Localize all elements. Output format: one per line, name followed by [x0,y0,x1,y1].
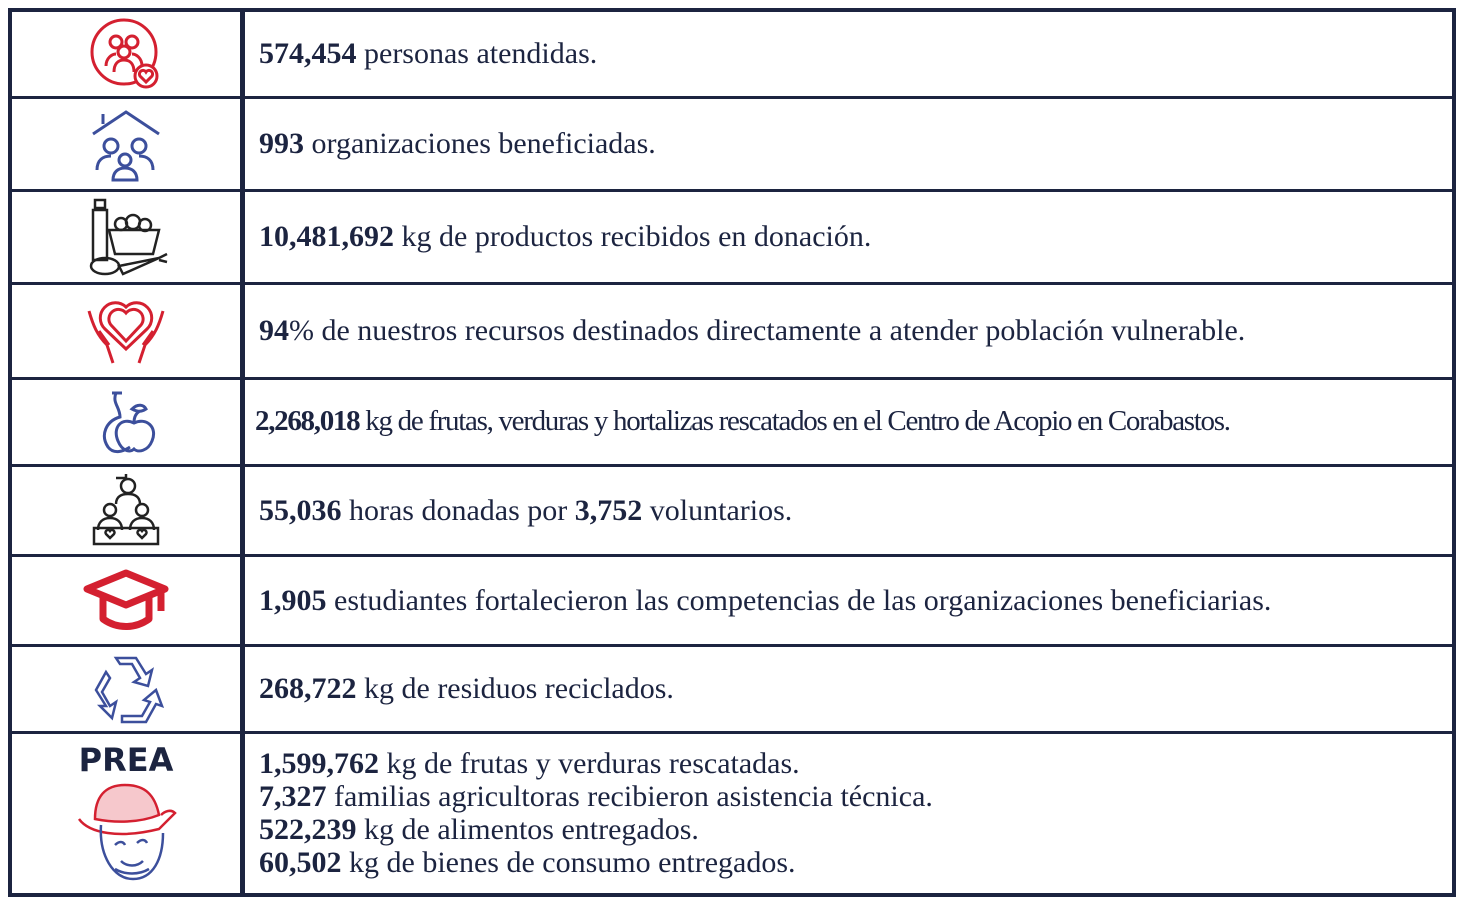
text-cell: 55,036 horas donadas por 3,752 voluntari… [241,463,1456,557]
icon-farmer [77,783,177,881]
description: kg de frutas, verduras y hortalizas resc… [359,405,1231,437]
description: organizaciones beneficiadas. [304,127,656,160]
icon-cell [8,95,245,192]
row: 1,905 estudiantes fortalecieron las comp… [8,553,1456,647]
text-line: 60,502 kg de bienes de consumo entregado… [259,846,1452,879]
icon-volunteers [92,474,160,546]
text-line: 55,036 horas donadas por 3,752 voluntari… [259,494,1452,527]
icon-cell [8,188,245,285]
description: % de nuestros recursos destinados direct… [289,314,1246,347]
text-line: 10,481,692 kg de productos recibidos en … [259,220,1452,253]
text-line: 993 organizaciones beneficiadas. [259,127,1452,160]
description: voluntarios. [642,493,793,527]
figure: 10,481,692 [259,220,394,253]
icon-cell [8,553,245,647]
icon-graduation [83,569,169,630]
icon-food [89,198,168,276]
text-line: 94% de nuestros recursos destinados dire… [259,314,1452,347]
description: estudiantes fortalecieron las competenci… [326,583,1272,617]
description: kg de residuos reciclados. [356,672,674,705]
figure: 1,599,762 [259,747,379,781]
icon-heart-hands [87,300,165,363]
row: 55,036 horas donadas por 3,752 voluntari… [8,463,1456,557]
figure: 55,036 [259,493,342,527]
description: kg de alimentos entregados. [356,813,699,847]
text-cell: 2,268,018 kg de frutas, verduras y horta… [241,376,1456,467]
figure: 60,502 [259,846,342,880]
figure: 574,454 [259,37,357,71]
icon-house-family [92,109,160,181]
row: 574,454 personas atendidas. [8,8,1456,99]
impact-table: 574,454 personas atendidas. 993 organiza… [8,8,1456,897]
icon-fruit [103,391,155,453]
prea-label: PREA [78,741,174,780]
icon-cell [8,8,245,99]
row: 2,268,018 kg de frutas, verduras y horta… [8,376,1456,467]
text-cell: 574,454 personas atendidas. [241,8,1456,99]
text-cell: 94% de nuestros recursos destinados dire… [241,281,1456,380]
figure: 1,905 [259,583,327,617]
description: personas atendidas. [356,37,598,71]
figure: 993 [259,127,304,160]
text-line: 2,268,018 kg de frutas, verduras y horta… [255,405,1452,438]
icon-people [90,18,159,89]
text-line: 522,239 kg de alimentos entregados. [259,813,1452,846]
figure: 2,268,018 [255,405,361,437]
text-line: 1,905 estudiantes fortalecieron las comp… [259,584,1452,617]
row: PREA 1,599,762 kg de frutas y verduras r… [8,730,1456,897]
description: kg de frutas y verduras rescatadas. [379,747,800,781]
icon-cell [8,376,245,467]
icon-cell [8,643,245,734]
row: 94% de nuestros recursos destinados dire… [8,281,1456,380]
row: 268,722 kg de residuos reciclados. [8,643,1456,734]
figure: 268,722 [259,672,357,705]
figure: 7,327 [259,780,327,814]
text-cell: 268,722 kg de residuos reciclados. [241,643,1456,734]
row: 993 organizaciones beneficiadas. [8,95,1456,192]
icon-cell [8,463,245,557]
text-cell: 1,599,762 kg de frutas y verduras rescat… [241,730,1456,897]
text-cell: 993 organizaciones beneficiadas. [241,95,1456,192]
text-line: 7,327 familias agricultoras recibieron a… [259,780,1452,813]
description: horas donadas por [341,493,575,527]
text-line: 1,599,762 kg de frutas y verduras rescat… [259,747,1452,780]
description: familias agricultoras recibieron asisten… [326,780,933,814]
icon-cell [8,281,245,380]
figure: 522,239 [259,813,357,847]
row: 10,481,692 kg de productos recibidos en … [8,188,1456,285]
description: kg de bienes de consumo entregados. [341,846,796,880]
text-cell: 1,905 estudiantes fortalecieron las comp… [241,553,1456,647]
text-line: 574,454 personas atendidas. [259,37,1452,70]
text-line: 268,722 kg de residuos reciclados. [259,672,1452,705]
icon-recycle [94,656,165,723]
figure: 3,752 [574,493,643,527]
text-cell: 10,481,692 kg de productos recibidos en … [241,188,1456,285]
icon-cell: PREA [8,730,245,897]
description: kg de productos recibidos en donación. [394,220,872,253]
figure: 94 [259,314,289,347]
